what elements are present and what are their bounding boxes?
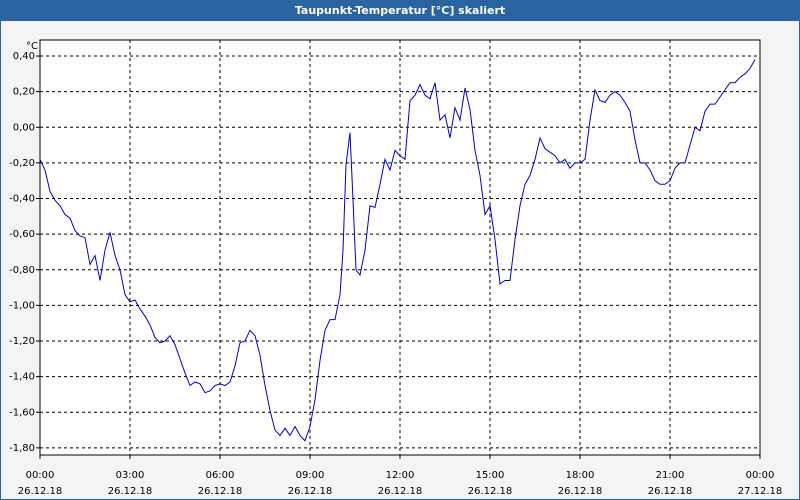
x-tick-date: 26.12.18 [288, 486, 333, 497]
y-axis-label: °C [26, 41, 38, 52]
y-tick-label: -1,20 [9, 336, 35, 347]
y-tick-label: -0,20 [9, 158, 35, 169]
x-tick-label: 06:00 [206, 470, 235, 481]
y-tick-label: 0,40 [13, 51, 35, 62]
y-tick-label: -0,40 [9, 194, 35, 205]
x-tick-date: 26.12.18 [378, 486, 423, 497]
x-tick-date: 26.12.18 [198, 486, 243, 497]
title-bar [0, 0, 800, 21]
y-tick-label: -0,80 [9, 265, 35, 276]
y-tick-label: 0,20 [13, 87, 35, 98]
plot-area [40, 40, 760, 455]
y-tick-label: -0,60 [9, 229, 35, 240]
x-tick-label: 00:00 [26, 470, 55, 481]
x-tick-date: 26.12.18 [648, 486, 693, 497]
x-tick-date: 26.12.18 [18, 486, 63, 497]
x-tick-date: 26.12.18 [468, 486, 513, 497]
x-tick-date: 26.12.18 [108, 486, 153, 497]
y-tick-label: -1,60 [9, 407, 35, 418]
x-tick-label: 09:00 [296, 470, 325, 481]
y-tick-label: -1,00 [9, 300, 35, 311]
x-tick-label: 03:00 [116, 470, 145, 481]
x-tick-date: 26.12.18 [558, 486, 603, 497]
x-tick-label: 15:00 [476, 470, 505, 481]
x-tick-label: 18:00 [566, 470, 595, 481]
chart-title: Taupunkt-Temperatur [°C] skaliert [295, 4, 505, 17]
x-tick-label: 21:00 [656, 470, 685, 481]
plot-frame [39, 39, 761, 456]
x-tick-label: 00:00 [746, 470, 775, 481]
x-tick-date: 27.12.18 [738, 486, 783, 497]
x-tick-label: 12:00 [386, 470, 415, 481]
y-tick-label: 0,00 [13, 122, 35, 133]
data-line [39, 59, 756, 442]
y-tick-label: -1,40 [9, 372, 35, 383]
y-tick-label: -1,80 [9, 443, 35, 454]
